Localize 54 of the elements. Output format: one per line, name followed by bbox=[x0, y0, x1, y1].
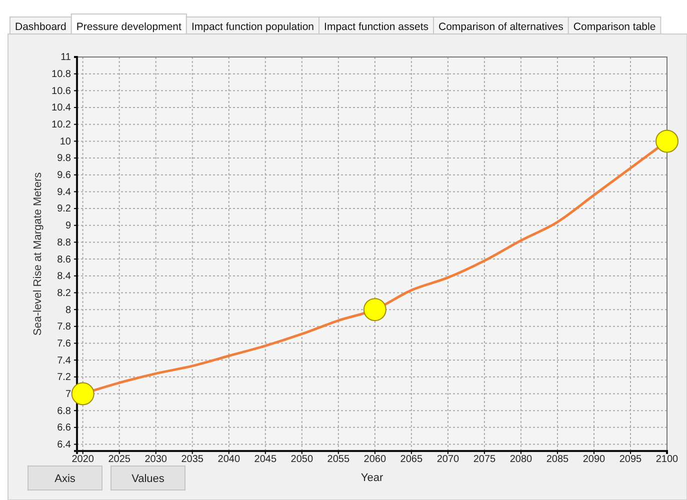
x-tick-label: 2100 bbox=[656, 454, 679, 465]
y-tick-label: 9 bbox=[65, 220, 72, 232]
y-axis-title: Sea-level Rise at Margate Meters bbox=[32, 172, 44, 336]
text: Axis bbox=[54, 473, 76, 485]
y-tick-label: 11 bbox=[60, 52, 72, 64]
x-tick-label: 2095 bbox=[619, 454, 642, 465]
point bbox=[656, 130, 678, 153]
x-tick-label: 2025 bbox=[108, 454, 131, 465]
y-tick-label: 7.2 bbox=[57, 372, 72, 384]
y-tick-label: 10.8 bbox=[52, 69, 72, 80]
x-tick-label: 2030 bbox=[144, 454, 168, 465]
x-tick-label: 2060 bbox=[364, 454, 386, 465]
y-tick-label: 7 bbox=[65, 388, 72, 400]
x-tick-label: 2055 bbox=[327, 454, 350, 465]
x-tick-label: 2040 bbox=[218, 454, 240, 465]
y-tick-label: 10.4 bbox=[52, 102, 72, 114]
y-tick-label: 10 bbox=[60, 136, 72, 148]
x-tick-label: 2070 bbox=[436, 454, 460, 465]
y-tick-label: 6.6 bbox=[57, 422, 72, 434]
text: Values bbox=[132, 473, 165, 485]
x-tick-label: 2045 bbox=[254, 454, 277, 465]
x-tick-label: 2090 bbox=[582, 454, 606, 465]
y-tick-label: 10.6 bbox=[52, 86, 72, 97]
y-tick-label: 9.2 bbox=[57, 204, 72, 215]
x-axis-title: Year bbox=[360, 472, 384, 484]
y-tick-label: 8.4 bbox=[57, 271, 72, 282]
point bbox=[363, 298, 386, 322]
text: Comparison table bbox=[573, 21, 656, 33]
x-tick-label: 2085 bbox=[546, 454, 570, 465]
y-tick-label: 8.6 bbox=[57, 254, 72, 266]
text: Pressure development bbox=[76, 21, 182, 33]
x-tick-label: 2035 bbox=[181, 454, 204, 465]
y-tick-label: 9.8 bbox=[57, 153, 72, 164]
y-tick-label: 9.6 bbox=[57, 170, 72, 182]
text: Comparison of alternatives bbox=[438, 21, 564, 33]
y-tick-label: 9.4 bbox=[57, 186, 72, 198]
y-tick-label: 10.2 bbox=[52, 120, 72, 131]
y-tick-label: 7.6 bbox=[57, 338, 72, 350]
y-tick-label: 8.2 bbox=[57, 288, 72, 299]
y-tick-label: 7.4 bbox=[57, 355, 72, 366]
y-tick-label: 6.8 bbox=[57, 406, 72, 417]
y-tick-label: 8 bbox=[65, 304, 72, 316]
text: Dashboard bbox=[15, 21, 67, 33]
y-tick-label: 6.4 bbox=[57, 439, 72, 450]
y-tick-label: 7.8 bbox=[57, 322, 72, 333]
y-tick-label: 8.8 bbox=[57, 237, 72, 248]
text: Impact function population bbox=[191, 21, 314, 33]
x-tick-label: 2020 bbox=[72, 454, 94, 465]
x-tick-label: 2065 bbox=[400, 454, 423, 465]
x-tick-label: 2080 bbox=[510, 454, 533, 465]
point bbox=[71, 382, 94, 406]
x-tick-label: 2050 bbox=[290, 454, 314, 465]
text: Impact function assets bbox=[324, 21, 428, 33]
x-tick-label: 2075 bbox=[473, 454, 496, 465]
